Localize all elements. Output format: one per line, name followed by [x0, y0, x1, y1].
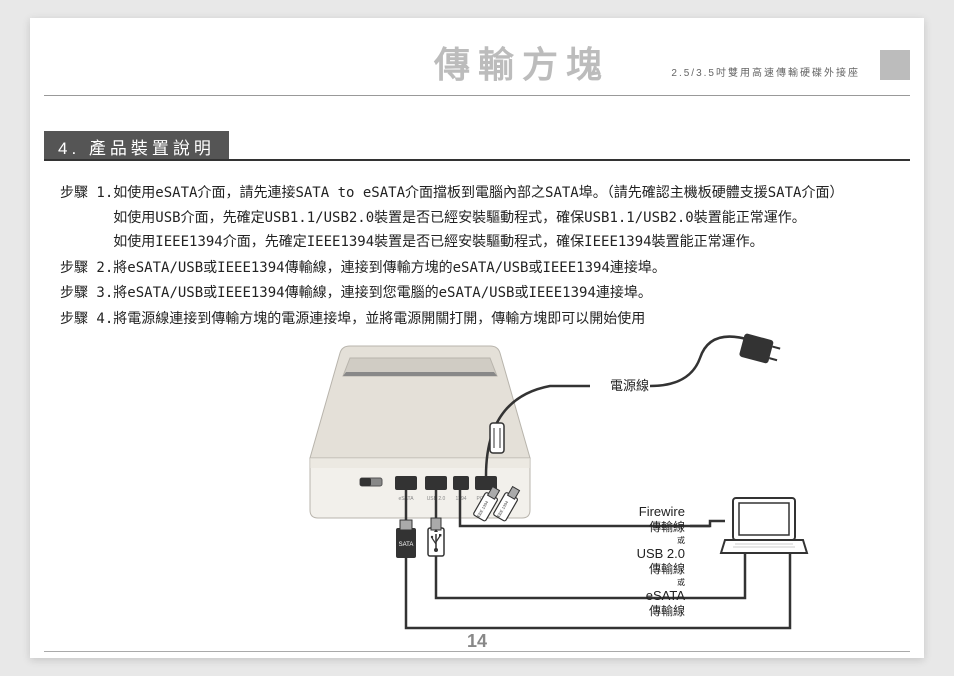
step-4-label: 步驟 4. [60, 307, 113, 332]
step-2: 步驟 2. 將eSATA/USB或IEEE1394傳輸線，連接到傳輸方塊的eSA… [60, 256, 894, 281]
step-1-line3: 如使用IEEE1394介面，先確定IEEE1394裝置是否已經安裝驅動程式，確保… [113, 230, 894, 255]
or-1: 或 [677, 535, 685, 545]
step-2-label: 步驟 2. [60, 256, 113, 281]
step-1: 步驟 1. 如使用eSATA介面，請先連接SATA to eSATA介面擋板到電… [60, 181, 894, 255]
step-3-body: 將eSATA/USB或IEEE1394傳輸線，連接到您電腦的eSATA/USB或… [113, 281, 894, 306]
or-2: 或 [677, 577, 685, 587]
sata-connector: SATA [396, 520, 416, 558]
power-cable: 電源線 [486, 333, 782, 476]
page-header: 傳輸方塊 2.5/3.5吋雙用高速傳輸硬碟外接座 [44, 36, 910, 96]
step-1-body: 如使用eSATA介面，請先連接SATA to eSATA介面擋板到電腦內部之SA… [113, 181, 894, 255]
product-title: 傳輸方塊 [434, 36, 610, 88]
power-cable-label: 電源線 [610, 378, 649, 393]
step-3: 步驟 3. 將eSATA/USB或IEEE1394傳輸線，連接到您電腦的eSAT… [60, 281, 894, 306]
section-heading-bar: 4. 產品裝置說明 [44, 131, 910, 161]
section-heading: 4. 產品裝置說明 [44, 131, 229, 159]
step-3-label: 步驟 3. [60, 281, 113, 306]
firewire-label: Firewire [639, 504, 685, 519]
step-1-label: 步驟 1. [60, 181, 113, 255]
step-1-line1: 如使用eSATA介面，請先連接SATA to eSATA介面擋板到電腦內部之SA… [113, 181, 894, 206]
header-accent-bar [880, 50, 910, 80]
product-subtitle: 2.5/3.5吋雙用高速傳輸硬碟外接座 [671, 64, 860, 79]
svg-text:SATA: SATA [399, 542, 414, 548]
laptop-icon [721, 498, 807, 553]
usb-label: USB 2.0 [637, 546, 685, 561]
usb-sub: 傳輸線 [649, 561, 685, 576]
esata-sub: 傳輸線 [649, 603, 685, 618]
usb-connector [428, 518, 444, 556]
esata-label: eSATA [646, 588, 686, 603]
instructions-block: 步驟 1. 如使用eSATA介面，請先連接SATA to eSATA介面擋板到電… [60, 181, 894, 331]
step-1-line2: 如使用USB介面，先確定USB1.1/USB2.0裝置是否已經安裝驅動程式，確保… [113, 206, 894, 231]
manual-page: 傳輸方塊 2.5/3.5吋雙用高速傳輸硬碟外接座 4. 產品裝置說明 步驟 1.… [30, 18, 924, 658]
page-footer: 14 [30, 651, 924, 658]
step-2-body: 將eSATA/USB或IEEE1394傳輸線，連接到傳輸方塊的eSATA/USB… [113, 256, 894, 281]
page-number: 14 [30, 631, 924, 652]
connection-diagram: eSATA USB 2.0 1394 POWER 電源線 [290, 328, 850, 638]
firewire-sub: 傳輸線 [649, 519, 685, 534]
cable-labels: Firewire 傳輸線 或 USB 2.0 傳輸線 或 eSATA 傳輸線 [637, 504, 710, 618]
